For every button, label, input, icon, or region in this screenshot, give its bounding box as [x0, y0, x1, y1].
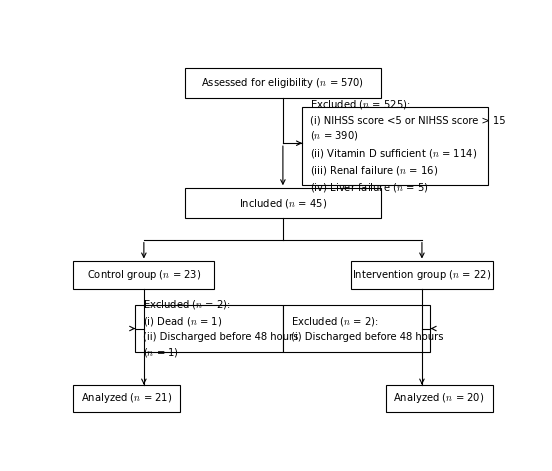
FancyBboxPatch shape [302, 107, 489, 185]
Text: Control group ($n$ = 23): Control group ($n$ = 23) [87, 268, 201, 282]
Text: Analyzed ($n$ = 21): Analyzed ($n$ = 21) [81, 391, 172, 406]
Text: Analyzed ($n$ = 20): Analyzed ($n$ = 20) [394, 391, 485, 406]
FancyBboxPatch shape [283, 305, 431, 352]
FancyBboxPatch shape [135, 305, 283, 352]
FancyBboxPatch shape [352, 261, 492, 289]
FancyBboxPatch shape [385, 385, 492, 412]
Text: Included ($n$ = 45): Included ($n$ = 45) [238, 196, 327, 210]
FancyBboxPatch shape [73, 261, 215, 289]
FancyBboxPatch shape [184, 68, 381, 98]
Text: Intervention group ($n$ = 22): Intervention group ($n$ = 22) [352, 268, 491, 282]
Text: Assessed for eligibility ($n$ = 570): Assessed for eligibility ($n$ = 570) [201, 76, 364, 90]
FancyBboxPatch shape [184, 188, 381, 218]
Text: Excluded ($n$ = 2):
(i) Dead ($n$ = 1)
(ii) Discharged before 48 hours
($n$ = 1): Excluded ($n$ = 2): (i) Dead ($n$ = 1) (… [143, 298, 299, 359]
FancyBboxPatch shape [73, 385, 180, 412]
Text: Excluded ($n$ = 2):
(i) Discharged before 48 hours: Excluded ($n$ = 2): (i) Discharged befor… [290, 315, 443, 342]
Text: Excluded ($n$ = 525):
(i) NIHSS score <5 or NIHSS score > 15
($n$ = 390)
(ii) Vi: Excluded ($n$ = 525): (i) NIHSS score <5… [310, 98, 506, 194]
